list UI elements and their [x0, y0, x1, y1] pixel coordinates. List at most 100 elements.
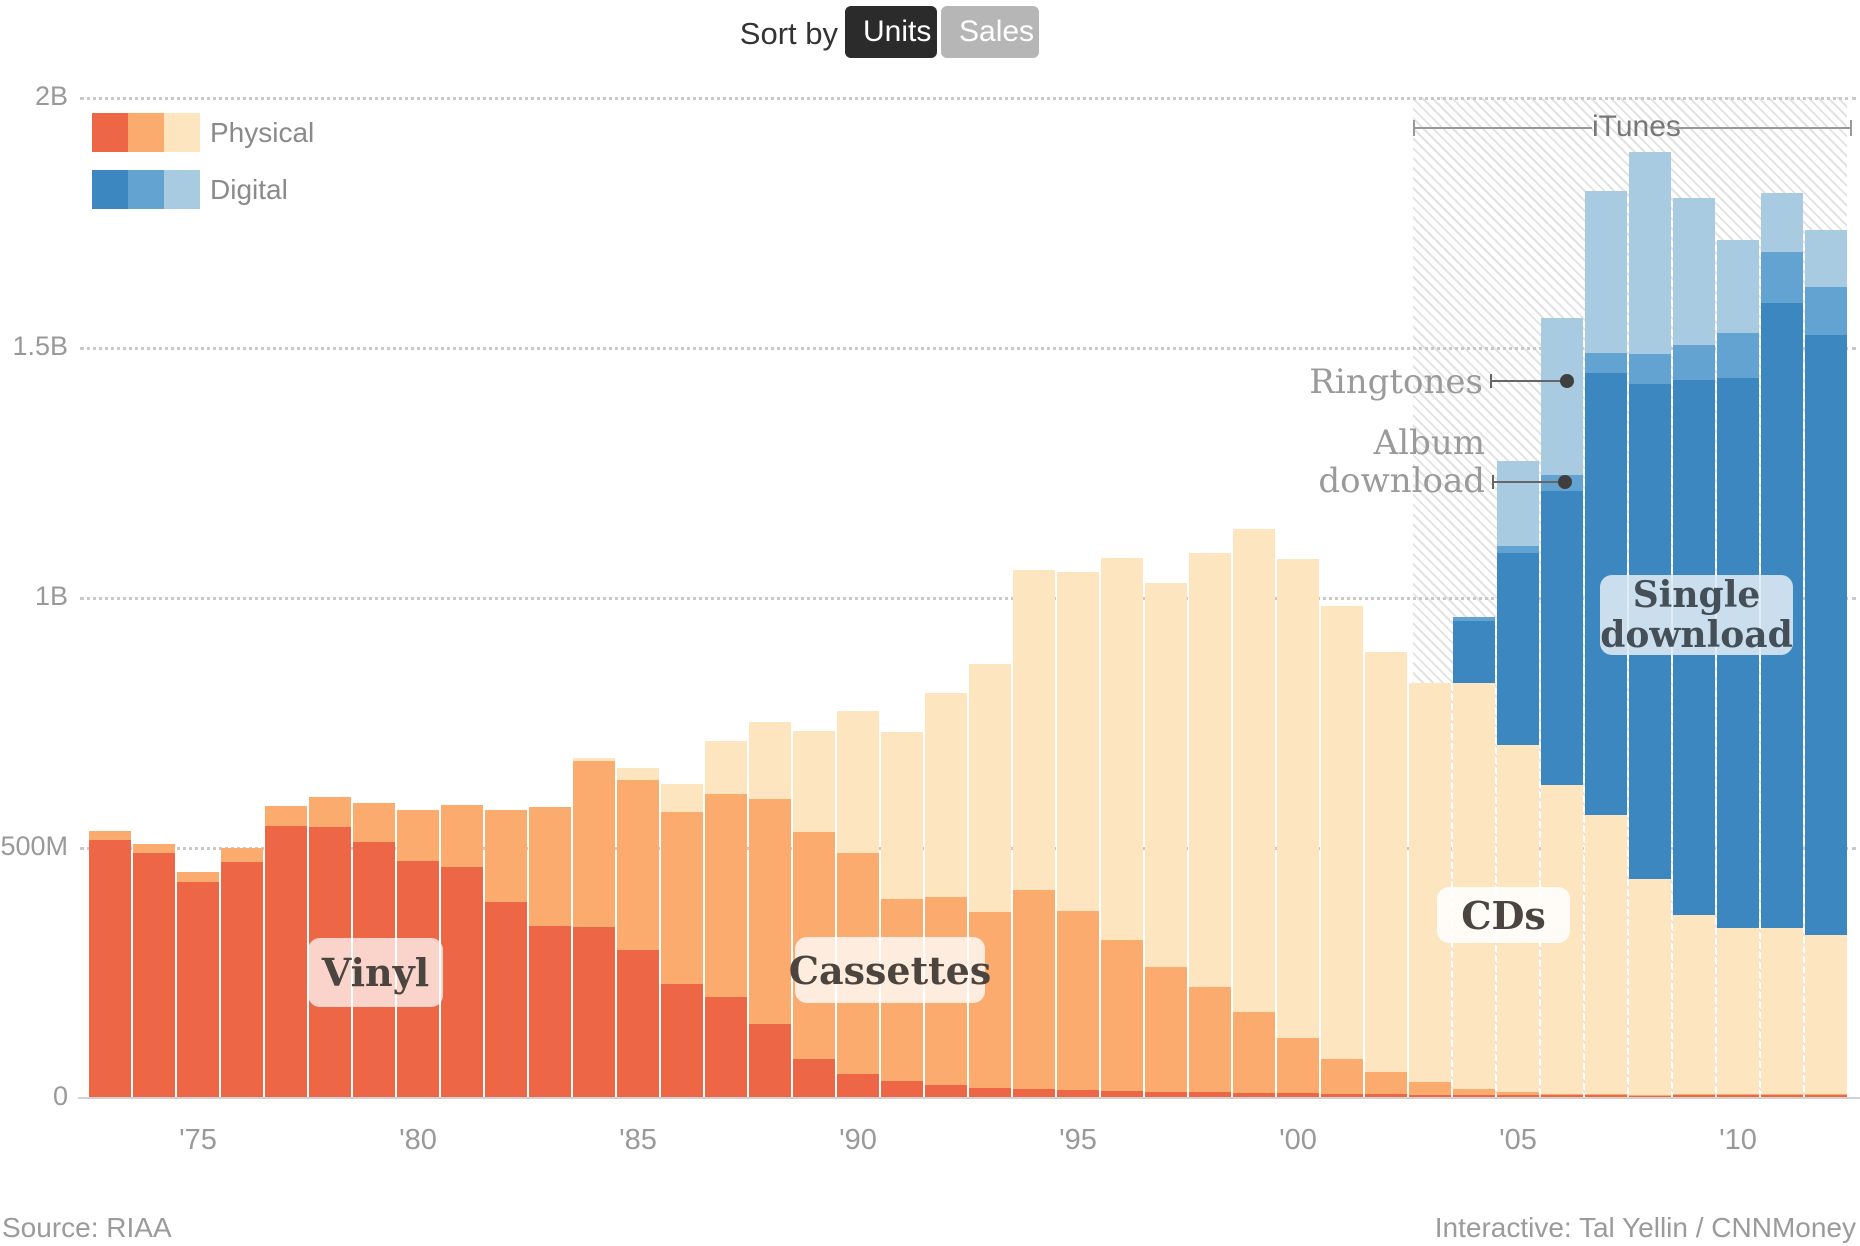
bar-segment-2002-vinyl[interactable] [1365, 1094, 1407, 1097]
bar-segment-2007-ringtones[interactable] [1585, 191, 1627, 353]
bar-segment-2006-ringtones[interactable] [1541, 318, 1583, 475]
bar-segment-2008-cassettes[interactable] [1629, 1094, 1671, 1095]
bar-segment-1987-cassettes[interactable] [705, 794, 747, 997]
sales-button[interactable]: Sales [941, 6, 1039, 58]
bar-segment-2012-vinyl[interactable] [1805, 1094, 1847, 1097]
bar-segment-2007-cds[interactable] [1585, 814, 1627, 1094]
bar-segment-2004-cassettes[interactable] [1453, 1089, 1495, 1095]
bar-segment-1995-vinyl[interactable] [1057, 1090, 1099, 1097]
bar-segment-2001-vinyl[interactable] [1321, 1093, 1363, 1097]
bar-segment-1977-vinyl[interactable] [265, 826, 307, 1097]
bar-segment-1984-vinyl[interactable] [573, 927, 615, 1097]
bar-segment-1982-vinyl[interactable] [485, 902, 527, 1097]
bar-segment-2005-ringtones[interactable] [1497, 461, 1539, 546]
bar-segment-1999-cds[interactable] [1233, 529, 1275, 1012]
bar-segment-1973-vinyl[interactable] [89, 840, 131, 1097]
bar-segment-1993-cds[interactable] [969, 664, 1011, 912]
bar-segment-1996-cassettes[interactable] [1101, 939, 1143, 1091]
bar-segment-1995-cds[interactable] [1057, 571, 1099, 911]
bar-segment-1976-cassettes[interactable] [221, 848, 263, 862]
bar-segment-2010-vinyl[interactable] [1717, 1094, 1759, 1097]
bar-segment-2009-album-download[interactable] [1673, 345, 1715, 380]
bar-segment-2010-album-download[interactable] [1717, 333, 1759, 378]
bar-segment-2012-single-download[interactable] [1805, 335, 1847, 935]
units-button[interactable]: Units [845, 6, 937, 58]
bar-segment-2009-ringtones[interactable] [1673, 198, 1715, 345]
bar-segment-2002-cassettes[interactable] [1365, 1071, 1407, 1094]
bar-segment-1986-cassettes[interactable] [661, 811, 703, 984]
bar-segment-1991-cds[interactable] [881, 732, 923, 899]
bar-segment-2012-cassettes[interactable] [1805, 1093, 1847, 1094]
bar-segment-1998-cds[interactable] [1189, 552, 1231, 987]
bar-segment-2004-single-download[interactable] [1453, 620, 1495, 683]
bar-segment-1984-cassettes[interactable] [573, 761, 615, 927]
bar-segment-1996-vinyl[interactable] [1101, 1091, 1143, 1097]
bar-segment-1999-vinyl[interactable] [1233, 1092, 1275, 1097]
bar-segment-1988-cds[interactable] [749, 722, 791, 799]
bar-segment-1997-vinyl[interactable] [1145, 1091, 1187, 1097]
bar-segment-1989-vinyl[interactable] [793, 1059, 835, 1097]
bar-segment-2011-ringtones[interactable] [1761, 193, 1803, 252]
bar-segment-2007-album-download[interactable] [1585, 353, 1627, 373]
bar-segment-1999-cassettes[interactable] [1233, 1012, 1275, 1093]
bar-segment-1981-cassettes[interactable] [441, 805, 483, 867]
bar-segment-2010-cds[interactable] [1717, 928, 1759, 1094]
bar-segment-2012-album-download[interactable] [1805, 287, 1847, 335]
bar-segment-2006-vinyl[interactable] [1541, 1095, 1583, 1097]
bar-segment-2003-cds[interactable] [1409, 683, 1451, 1082]
bar-segment-2001-cassettes[interactable] [1321, 1058, 1363, 1094]
bar-segment-1995-cassettes[interactable] [1057, 911, 1099, 1090]
bar-segment-1985-vinyl[interactable] [617, 949, 659, 1097]
bar-segment-1997-cds[interactable] [1145, 583, 1187, 967]
bar-segment-1976-vinyl[interactable] [221, 862, 263, 1097]
bar-segment-1989-cds[interactable] [793, 730, 835, 832]
bar-segment-1990-vinyl[interactable] [837, 1074, 879, 1097]
bar-segment-2008-vinyl[interactable] [1629, 1095, 1671, 1097]
bar-segment-1985-cassettes[interactable] [617, 779, 659, 950]
bar-segment-1981-vinyl[interactable] [441, 867, 483, 1097]
bar-segment-1979-cassettes[interactable] [353, 803, 395, 842]
bar-segment-2008-album-download[interactable] [1629, 353, 1671, 384]
bar-segment-2004-album-download[interactable] [1453, 617, 1495, 621]
bar-segment-1997-cassettes[interactable] [1145, 966, 1187, 1092]
bar-segment-1986-vinyl[interactable] [661, 984, 703, 1097]
bar-segment-2005-cassettes[interactable] [1497, 1091, 1539, 1095]
bar-segment-2006-single-download[interactable] [1541, 491, 1583, 785]
bar-segment-1982-cassettes[interactable] [485, 810, 527, 902]
bar-segment-2009-cassettes[interactable] [1673, 1094, 1715, 1095]
bar-segment-1988-vinyl[interactable] [749, 1024, 791, 1097]
bar-segment-1973-cassettes[interactable] [89, 831, 131, 840]
bar-segment-2009-cds[interactable] [1673, 915, 1715, 1094]
bar-segment-1983-cassettes[interactable] [529, 807, 571, 926]
bar-segment-2007-vinyl[interactable] [1585, 1095, 1627, 1097]
bar-segment-1985-cds[interactable] [617, 768, 659, 780]
bar-segment-1996-cds[interactable] [1101, 558, 1143, 940]
bar-segment-1991-vinyl[interactable] [881, 1080, 923, 1097]
bar-segment-1998-vinyl[interactable] [1189, 1092, 1231, 1097]
bar-segment-1980-cassettes[interactable] [397, 810, 439, 861]
bar-segment-2011-album-download[interactable] [1761, 252, 1803, 303]
bar-segment-1990-cds[interactable] [837, 711, 879, 853]
bar-segment-2010-ringtones[interactable] [1717, 240, 1759, 333]
bar-segment-2012-cds[interactable] [1805, 935, 1847, 1094]
bar-segment-2005-single-download[interactable] [1497, 553, 1539, 745]
bar-segment-2012-ringtones[interactable] [1805, 230, 1847, 287]
bar-segment-2003-cassettes[interactable] [1409, 1082, 1451, 1095]
bar-segment-2011-vinyl[interactable] [1761, 1094, 1803, 1097]
bar-segment-2005-album-download[interactable] [1497, 546, 1539, 553]
bar-segment-2003-vinyl[interactable] [1409, 1094, 1451, 1097]
bar-segment-2008-cds[interactable] [1629, 878, 1671, 1095]
bar-segment-2000-cassettes[interactable] [1277, 1038, 1319, 1093]
bar-segment-1988-cassettes[interactable] [749, 799, 791, 1024]
bar-segment-1974-vinyl[interactable] [133, 853, 175, 1097]
bar-segment-1975-vinyl[interactable] [177, 882, 219, 1097]
bar-segment-2007-cassettes[interactable] [1585, 1094, 1627, 1095]
bar-segment-2010-cassettes[interactable] [1717, 1094, 1759, 1095]
bar-segment-2002-cds[interactable] [1365, 652, 1407, 1072]
bar-segment-1994-cassettes[interactable] [1013, 890, 1055, 1089]
bar-segment-1983-vinyl[interactable] [529, 926, 571, 1097]
bar-segment-2004-vinyl[interactable] [1453, 1095, 1495, 1097]
bar-segment-2008-ringtones[interactable] [1629, 152, 1671, 354]
bar-segment-1978-cassettes[interactable] [309, 797, 351, 827]
bar-segment-1986-cds[interactable] [661, 784, 703, 812]
